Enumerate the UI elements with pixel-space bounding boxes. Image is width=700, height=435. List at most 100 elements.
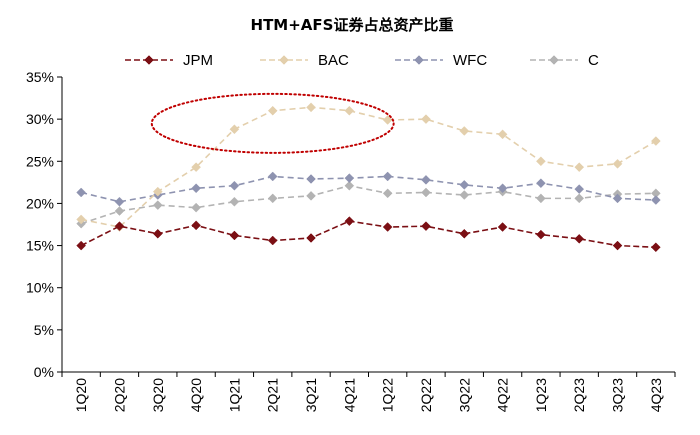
data-point — [650, 242, 661, 253]
x-tick-label: 4Q20 — [188, 378, 204, 412]
legend-marker — [279, 55, 289, 65]
data-point — [536, 156, 546, 167]
series-line — [80, 220, 656, 249]
y-tick-label: 30% — [26, 111, 54, 127]
y-tick-label: 25% — [26, 153, 54, 169]
data-point — [650, 195, 661, 205]
series-jpm — [76, 216, 661, 253]
data-point — [459, 126, 470, 136]
data-point — [536, 229, 546, 240]
legend: JPM BAC WFC C — [125, 52, 599, 69]
data-point — [76, 240, 87, 251]
data-point — [612, 240, 623, 251]
series-line — [80, 175, 656, 203]
x-tick-label: 3Q23 — [610, 378, 626, 412]
data-point — [344, 216, 355, 226]
data-point — [267, 235, 278, 246]
data-point — [421, 174, 431, 185]
y-tick-label: 35% — [26, 69, 54, 85]
data-point — [382, 115, 393, 125]
legend-item-wfc: WFC — [395, 52, 487, 69]
x-tick-label: 1Q20 — [73, 378, 89, 412]
data-point — [114, 196, 125, 207]
data-point — [152, 186, 163, 197]
series-line — [80, 184, 656, 225]
x-tick-label: 1Q23 — [533, 378, 549, 412]
legend-item-c: C — [530, 52, 599, 69]
y-tick-label: 5% — [34, 322, 54, 338]
legend-label: C — [588, 52, 599, 69]
y-tick-label: 10% — [26, 280, 54, 296]
data-point — [574, 184, 585, 194]
data-point — [306, 174, 316, 184]
x-tick-label: 4Q23 — [648, 378, 664, 412]
x-tick-label: 4Q21 — [341, 378, 357, 412]
data-point — [76, 187, 87, 198]
data-point — [306, 190, 316, 201]
legend-label: BAC — [318, 52, 349, 69]
data-point — [114, 221, 125, 232]
x-tick-label: 3Q21 — [303, 378, 319, 412]
data-point — [574, 233, 585, 244]
data-point — [152, 200, 163, 210]
legend-marker — [549, 55, 559, 65]
data-point — [76, 214, 87, 225]
data-point — [536, 178, 546, 189]
legend-marker — [144, 55, 154, 65]
series-wfc — [76, 171, 661, 207]
data-point — [191, 162, 201, 173]
data-point — [497, 222, 508, 232]
data-point — [191, 202, 201, 213]
data-point — [229, 196, 240, 207]
data-point — [497, 129, 508, 140]
x-tick-label: 1Q21 — [226, 378, 242, 412]
legend-item-bac: BAC — [260, 52, 349, 69]
data-point — [612, 158, 623, 169]
x-tick-label: 3Q20 — [150, 378, 166, 412]
data-point — [191, 183, 201, 194]
data-point — [612, 193, 623, 204]
data-point — [574, 193, 585, 204]
chart-title: HTM+AFS证券占总资产比重 — [251, 16, 454, 34]
data-point — [650, 136, 661, 146]
data-point — [267, 193, 278, 204]
data-point — [306, 102, 316, 113]
legend-label: JPM — [183, 52, 213, 69]
legend-item-jpm: JPM — [125, 52, 213, 69]
data-point — [382, 188, 393, 199]
data-point — [229, 180, 240, 191]
axes: 0% 5% 10% 15% 20% 25% 30% 35% 1Q20 2Q20 3Q20 4Q20 1Q… — [26, 69, 676, 412]
y-tick-label: 20% — [26, 195, 54, 211]
data-point — [344, 173, 355, 183]
x-tick-label: 3Q22 — [456, 378, 472, 412]
data-point — [191, 220, 201, 231]
data-point — [114, 206, 125, 216]
data-point — [459, 180, 470, 190]
data-point — [459, 190, 470, 200]
data-point — [344, 105, 355, 116]
series-line — [81, 106, 657, 228]
data-point — [229, 230, 240, 241]
data-point — [497, 183, 508, 194]
highlight-ellipse — [150, 92, 395, 154]
x-tick-label: 2Q22 — [418, 378, 434, 412]
y-tick-label: 0% — [34, 364, 54, 380]
data-point — [267, 171, 278, 182]
data-point — [574, 162, 585, 173]
y-tick-label: 15% — [26, 238, 54, 254]
x-tick-label: 4Q22 — [495, 378, 511, 412]
data-point — [459, 228, 470, 239]
x-tick-label: 2Q20 — [111, 378, 127, 412]
x-tick-label: 2Q21 — [265, 378, 281, 412]
data-point — [152, 228, 163, 239]
data-point — [421, 114, 431, 124]
data-point — [382, 222, 393, 232]
x-tick-label: 1Q22 — [380, 378, 396, 412]
legend-marker — [414, 55, 424, 65]
data-point — [229, 124, 240, 135]
data-point — [306, 233, 316, 243]
series-bac — [76, 102, 661, 232]
data-point — [421, 221, 431, 232]
x-tick-label: 2Q23 — [571, 378, 587, 412]
